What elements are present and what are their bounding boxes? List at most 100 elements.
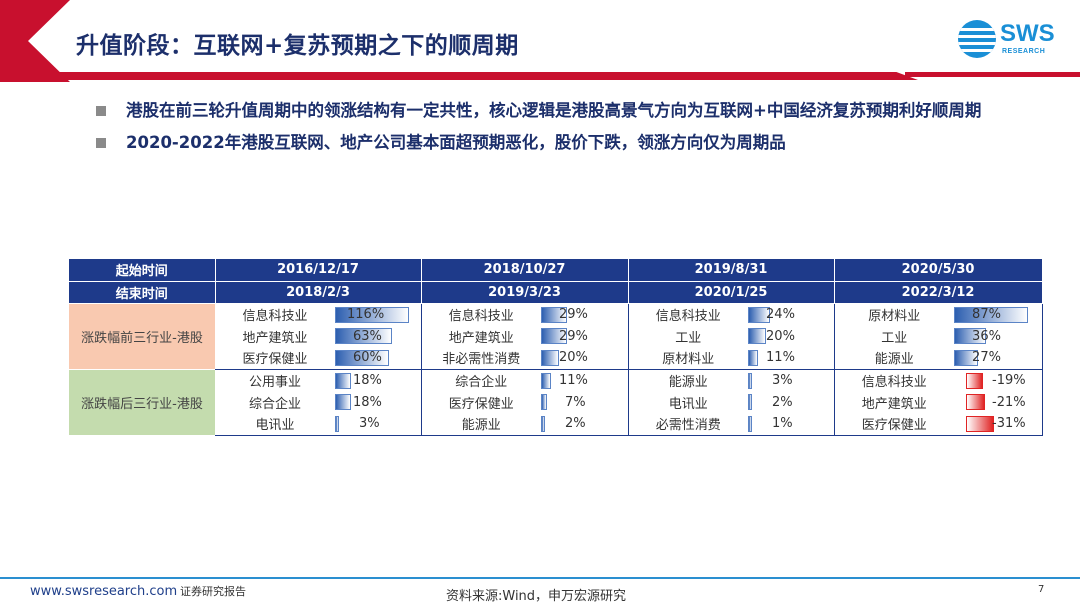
industry-name: 能源业: [834, 347, 955, 370]
period-start-date: 2019/8/31: [628, 259, 835, 282]
start-time-label: 起始时间: [69, 259, 216, 282]
bullet-text: 2020-2022年港股互联网、地产公司基本面超预期恶化，股价下跌，领涨方向仅为…: [126, 133, 786, 152]
industry-name: 非必需性消费: [421, 347, 542, 370]
industry-name: 地产建筑业: [242, 330, 308, 346]
industry-name: 综合企业: [248, 396, 301, 412]
return-value-cell: 7%: [541, 391, 629, 413]
return-value: 60%: [353, 350, 382, 366]
page-number: 7: [1038, 584, 1045, 595]
positive-return-bar: [335, 306, 409, 323]
return-value-cell: 11%: [748, 347, 835, 370]
table-row: 电讯业 3% 能源业 2% 必需性消费 1% 医疗保健业 -31%: [69, 413, 1043, 436]
return-value: 11%: [559, 372, 588, 388]
bullet-square-icon: [96, 138, 106, 148]
positive-return-bar: [541, 394, 548, 410]
positive-return-bar: [954, 350, 979, 366]
return-value: 87%: [972, 306, 1001, 322]
return-value-cell: 3%: [335, 413, 422, 436]
return-value: 18%: [353, 394, 382, 410]
return-value-cell: 24%: [748, 303, 835, 325]
positive-return-bar: [541, 328, 568, 344]
return-value: 1%: [772, 416, 793, 432]
positive-return-bar: [748, 416, 753, 432]
footer-report-label: 证券研究报告: [180, 585, 246, 598]
group-label: 涨跌幅前三行业-港股: [69, 303, 215, 370]
return-value: 2%: [565, 416, 586, 432]
period-end-date: 2018/2/3: [215, 281, 422, 304]
logo-text: SWS: [1000, 20, 1055, 47]
sws-logo: SWS RESEARCH: [958, 18, 1058, 62]
table-row: 地产建筑业 63% 地产建筑业 29% 工业 20% 工业 36%: [69, 325, 1043, 347]
industry-name: 医疗保健业: [215, 347, 335, 370]
industry-name: 地产建筑业: [861, 396, 927, 412]
header-red-rule: [0, 72, 918, 80]
table-row: 综合企业 18% 医疗保健业 7% 电讯业 2% 地产建筑业 -21%: [69, 391, 1043, 413]
return-value: 3%: [772, 372, 793, 388]
footer-url[interactable]: www.swsresearch.com: [30, 584, 178, 599]
positive-return-bar: [748, 306, 770, 323]
return-value-cell: 29%: [541, 325, 629, 347]
industry-name: 原材料业: [868, 308, 921, 324]
period-start-date: 2020/5/30: [834, 259, 1043, 282]
header-red-rule-right: [905, 72, 1080, 77]
return-value-cell: 27%: [954, 347, 1043, 370]
group-label: 涨跌幅后三行业-港股: [69, 369, 215, 436]
return-value: 2%: [772, 394, 793, 410]
bullet-text: 港股在前三轮升值周期中的领涨结构有一定共性，核心逻辑是港股高景气方向为互联网+中…: [126, 101, 982, 120]
industry-name: 工业: [881, 330, 908, 346]
positive-return-bar: [541, 306, 568, 323]
industry-name: 能源业: [668, 374, 708, 390]
return-value-cell: 18%: [335, 369, 422, 391]
industry-name: 能源业: [421, 413, 542, 436]
negative-return-bar: [966, 394, 985, 410]
header-row: 起始时间 2016/12/17 2018/10/27 2019/8/31 2020/5/…: [69, 259, 1043, 282]
return-value: 36%: [972, 328, 1001, 344]
positive-return-bar: [335, 416, 339, 432]
return-value: 29%: [559, 328, 588, 344]
positive-return-bar: [748, 372, 753, 389]
return-value-cell: 1%: [748, 413, 835, 436]
industry-name: 地产建筑业: [448, 330, 514, 346]
return-value-cell: 18%: [335, 391, 422, 413]
negative-return-bar: [966, 416, 994, 432]
return-value: 24%: [766, 306, 795, 322]
return-value-cell: 63%: [335, 325, 422, 347]
return-value: 63%: [353, 328, 382, 344]
return-value: 7%: [565, 394, 586, 410]
page-title: 升值阶段：互联网+复苏预期之下的顺周期: [76, 33, 519, 59]
logo-subtext: RESEARCH: [1002, 48, 1046, 55]
bullet-item: 2020-2022年港股互联网、地产公司基本面超预期恶化，股价下跌，领涨方向仅为…: [96, 130, 1046, 156]
return-value-cell: 20%: [748, 325, 835, 347]
return-value-cell: 87%: [954, 303, 1043, 325]
positive-return-bar: [954, 306, 1029, 323]
return-value-cell: 60%: [335, 347, 422, 370]
period-end-date: 2019/3/23: [421, 281, 629, 304]
return-value-cell: -19%: [954, 369, 1043, 391]
positive-return-bar: [541, 416, 546, 432]
return-value-cell: 116%: [335, 303, 422, 325]
return-value: 20%: [766, 328, 795, 344]
header-red-chevron: [0, 0, 70, 82]
positive-return-bar: [748, 394, 753, 410]
return-value-cell: 29%: [541, 303, 629, 325]
table-row: 涨跌幅前三行业-港股 信息科技业 116% 信息科技业 29% 信息科技业 24% 原材料业 8…: [69, 303, 1043, 370]
return-value-cell: 3%: [748, 369, 835, 391]
return-value-cell: -31%: [954, 413, 1043, 436]
industry-performance-table: 起始时间 2016/12/17 2018/10/27 2019/8/31 2020/5/…: [69, 259, 1043, 436]
table-row: 医疗保健业 60% 非必需性消费 20% 原材料业 11% 能源业 27%: [69, 347, 1043, 370]
industry-name: 医疗保健业: [834, 413, 955, 436]
return-value-cell: 20%: [541, 347, 629, 370]
positive-return-bar: [335, 328, 392, 344]
return-value-cell: 2%: [541, 413, 629, 436]
positive-return-bar: [748, 350, 758, 366]
period-end-date: 2022/3/12: [834, 281, 1043, 304]
return-value: 3%: [359, 416, 380, 432]
industry-name: 必需性消费: [628, 413, 749, 436]
footer-rule: [0, 577, 1080, 579]
positive-return-bar: [335, 394, 352, 410]
period-end-date: 2020/1/25: [628, 281, 835, 304]
industry-name: 信息科技业: [448, 308, 514, 324]
industry-name: 工业: [675, 330, 702, 346]
positive-return-bar: [541, 372, 551, 389]
industry-name: 电讯业: [668, 396, 708, 412]
